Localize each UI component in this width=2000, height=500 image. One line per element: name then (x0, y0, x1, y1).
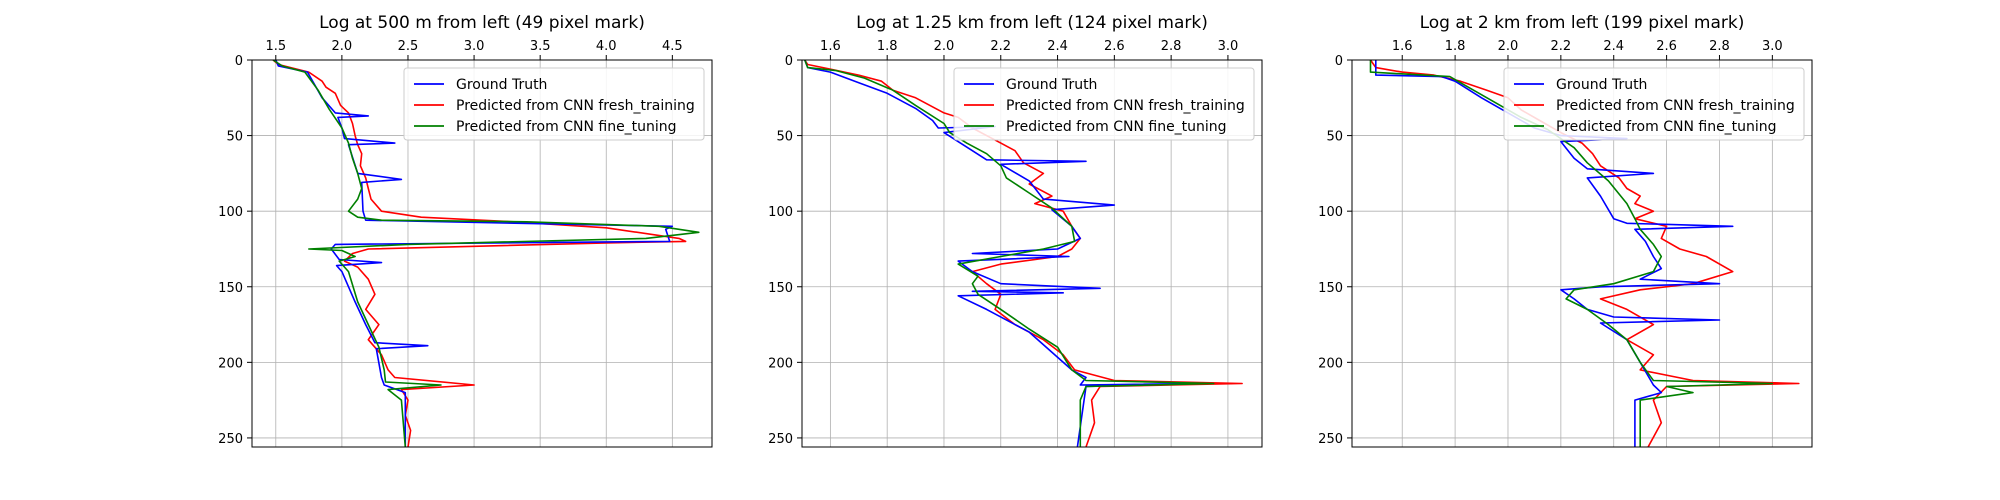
legend-label: Predicted from CNN fresh_training (1556, 98, 1795, 114)
y-tick-label: 150 (768, 281, 793, 296)
y-tick-label: 100 (218, 205, 243, 220)
x-tick-label: 4.0 (596, 39, 617, 54)
series-line-2 (804, 59, 1243, 448)
legend-label: Predicted from CNN fresh_training (1006, 98, 1245, 114)
x-tick-label: 1.6 (820, 39, 841, 54)
x-tick-label: 2.2 (990, 39, 1011, 54)
legend-label: Predicted from CNN fine_tuning (1556, 119, 1777, 135)
plot-frame (1351, 59, 1813, 448)
y-tick-label: 100 (768, 205, 793, 220)
x-tick-label: 1.8 (1445, 39, 1466, 54)
x-tick-label: 1.6 (1392, 39, 1413, 54)
y-tick-label: 150 (1318, 281, 1343, 296)
y-tick-label: 250 (218, 432, 243, 447)
y-tick-label: 100 (1318, 205, 1343, 220)
legend-box (1503, 67, 1805, 141)
y-tick-label: 50 (776, 130, 793, 145)
legend-label: Predicted from CNN fresh_training (456, 98, 695, 114)
x-tick-label: 2.6 (1656, 39, 1677, 54)
x-tick-label: 2.6 (1104, 39, 1125, 54)
y-tick-label: 150 (218, 281, 243, 296)
y-tick-label: 0 (235, 54, 243, 69)
legend-label: Ground Truth (456, 77, 547, 93)
x-tick-label: 3.0 (1762, 39, 1783, 54)
y-tick-label: 200 (1318, 356, 1343, 371)
legend-label: Ground Truth (1556, 77, 1647, 93)
x-tick-label: 3.0 (1218, 39, 1239, 54)
y-tick-label: 200 (768, 356, 793, 371)
x-tick-label: 2.5 (398, 39, 419, 54)
x-tick-label: 2.0 (1498, 39, 1519, 54)
y-tick-label: 50 (1326, 130, 1343, 145)
x-tick-label: 2.8 (1709, 39, 1730, 54)
y-tick-label: 50 (226, 130, 243, 145)
legend-box (403, 67, 705, 141)
x-tick-label: 2.0 (332, 39, 353, 54)
series-line-1 (804, 59, 1201, 448)
chart-panel-2: 1.6 1.8 2.0 2.2 2.4 2.6 2.8 3.0 0 50 100 150 200 250 L… (768, 13, 1263, 448)
x-tick-label: 1.5 (265, 39, 286, 54)
x-tick-label: 2.4 (1603, 39, 1624, 54)
x-tick-label: 2.0 (934, 39, 955, 54)
chart-title: Log at 2 km from left (199 pixel mark) (1420, 13, 1745, 33)
legend-box (953, 67, 1255, 141)
chart-title: Log at 500 m from left (49 pixel mark) (319, 13, 645, 33)
legend-label: Predicted from CNN fine_tuning (456, 119, 677, 135)
y-tick-label: 0 (785, 54, 793, 69)
plot-frame (251, 59, 713, 448)
x-tick-label: 3.5 (530, 39, 551, 54)
y-tick-label: 250 (1318, 432, 1343, 447)
legend-label: Predicted from CNN fine_tuning (1006, 119, 1227, 135)
legend-label: Ground Truth (1006, 77, 1097, 93)
x-tick-label: 2.4 (1047, 39, 1068, 54)
series-line-2 (272, 59, 687, 448)
x-tick-label: 1.8 (877, 39, 898, 54)
x-tick-label: 3.0 (464, 39, 485, 54)
chart-title: Log at 1.25 km from left (124 pixel mark… (856, 13, 1208, 33)
x-tick-label: 2.2 (1551, 39, 1572, 54)
chart-panel-1: 1.5 2.0 2.5 3.0 3.5 4.0 4.5 0 50 100 150 200 250 Log … (218, 13, 713, 448)
x-tick-label: 2.8 (1161, 39, 1182, 54)
series-line-3 (804, 59, 1215, 447)
y-tick-label: 250 (768, 432, 793, 447)
chart-panel-3: 1.6 1.8 2.0 2.2 2.4 2.6 2.8 3.0 0 50 100 150 200 250 L… (1318, 13, 1813, 448)
x-tick-label: 4.5 (662, 39, 683, 54)
series-line-3 (272, 59, 700, 448)
plot-frame (801, 59, 1263, 448)
y-tick-label: 200 (218, 356, 243, 371)
y-tick-label: 0 (1335, 54, 1343, 69)
